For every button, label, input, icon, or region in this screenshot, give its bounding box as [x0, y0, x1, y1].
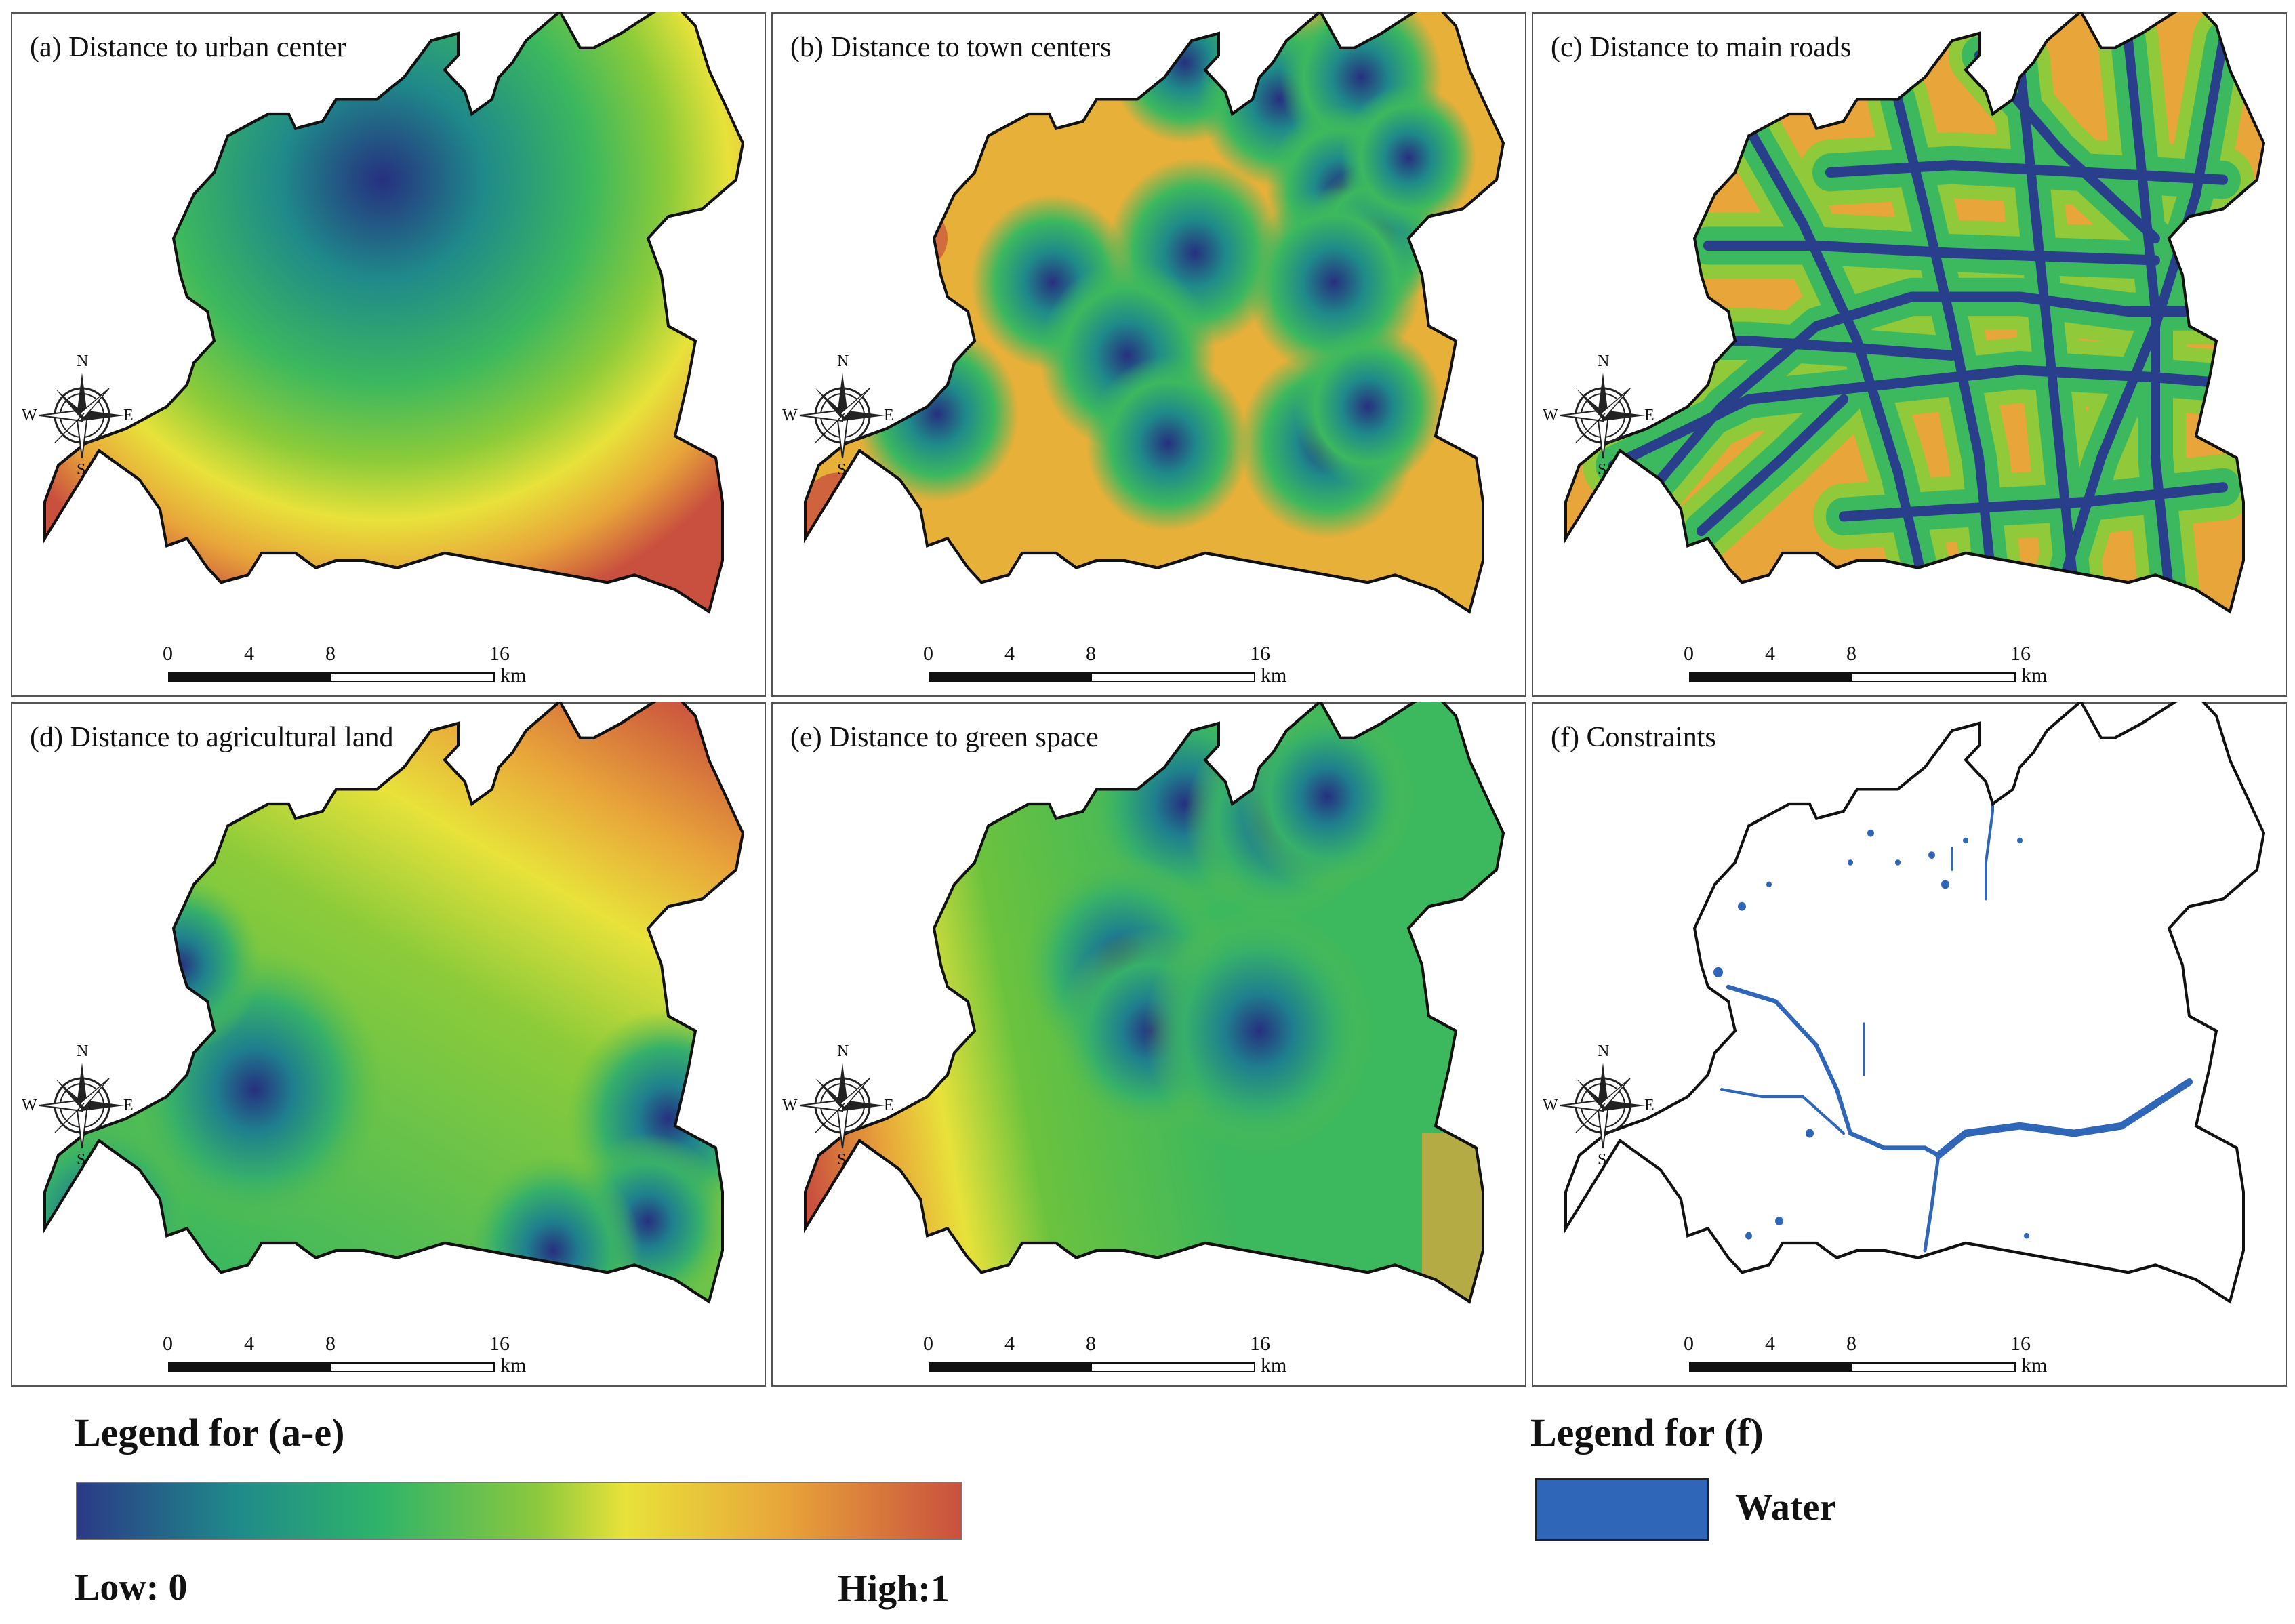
panel-title: (d) Distance to agricultural land	[30, 722, 394, 753]
map-green-space	[771, 702, 1526, 1387]
scale-tick-label: 0	[1684, 643, 1694, 665]
scale-tick-label: 0	[923, 1333, 933, 1355]
scale-unit-label: km	[500, 1354, 527, 1377]
compass-n-label: N	[837, 352, 849, 370]
scale-tick-label: 16	[489, 643, 510, 665]
compass-s-label: S	[77, 461, 86, 479]
scale-tick-label: 4	[1765, 1333, 1775, 1355]
legend-ae-colorbar	[76, 1482, 962, 1540]
scale-bar	[929, 1362, 1255, 1372]
scale-bar	[1689, 672, 2016, 682]
compass-e-label: E	[1644, 407, 1654, 424]
scale-tick-label: 4	[244, 643, 254, 665]
map-urban-center	[11, 12, 766, 697]
scale-tick-label: 16	[2010, 1333, 2031, 1355]
map-constraints	[1532, 702, 2287, 1387]
compass-icon	[1560, 373, 1646, 459]
map-town-centers	[771, 12, 1526, 697]
panel-title: (e) Distance to green space	[790, 722, 1099, 753]
compass-w-label: W	[1543, 407, 1558, 424]
scale-tick-label: 8	[325, 1333, 336, 1355]
panel-title: (a) Distance to urban center	[30, 32, 346, 63]
compass-w-label: W	[22, 1097, 37, 1114]
scale-bar	[1689, 1362, 2016, 1372]
compass-n-label: N	[77, 1042, 89, 1060]
panel-title: (c) Distance to main roads	[1551, 32, 1852, 63]
panel-title: (f) Constraints	[1551, 722, 1716, 753]
legend-f-water-swatch	[1535, 1478, 1709, 1541]
legend-f-title: Legend for (f)	[1530, 1410, 1764, 1455]
compass-e-label: E	[884, 407, 894, 424]
compass-n-label: N	[837, 1042, 849, 1060]
scale-tick-label: 4	[1765, 643, 1775, 665]
compass-s-label: S	[1598, 461, 1607, 479]
compass-n-label: N	[1598, 1042, 1610, 1060]
scale-bar	[168, 1362, 495, 1372]
compass-s-label: S	[837, 1151, 847, 1169]
scale-bar	[168, 672, 495, 682]
scale-tick-label: 0	[163, 1333, 173, 1355]
scale-tick-label: 0	[923, 643, 933, 665]
compass-icon	[39, 1063, 125, 1149]
scale-tick-label: 16	[1250, 1333, 1270, 1355]
legend-ae-title: Legend for (a-e)	[75, 1410, 345, 1455]
scale-unit-label: km	[2021, 664, 2048, 687]
legend-ae-high: High:1	[838, 1568, 950, 1610]
scale-tick-label: 4	[244, 1333, 254, 1355]
compass-e-label: E	[123, 1097, 134, 1114]
map-main-roads	[1532, 12, 2287, 697]
compass-w-label: W	[782, 407, 798, 424]
compass-e-label: E	[123, 407, 134, 424]
scale-unit-label: km	[500, 664, 527, 687]
compass-n-label: N	[77, 352, 89, 370]
compass-w-label: W	[22, 407, 37, 424]
scale-tick-label: 0	[1684, 1333, 1694, 1355]
compass-icon	[1560, 1063, 1646, 1149]
compass-e-label: E	[1644, 1097, 1654, 1114]
compass-s-label: S	[837, 461, 847, 479]
scale-tick-label: 0	[163, 643, 173, 665]
compass-icon	[39, 373, 125, 459]
scale-tick-label: 16	[1250, 643, 1270, 665]
compass-w-label: W	[1543, 1097, 1558, 1114]
compass-w-label: W	[782, 1097, 798, 1114]
compass-n-label: N	[1598, 352, 1610, 370]
compass-s-label: S	[77, 1151, 86, 1169]
compass-icon	[799, 373, 885, 459]
scale-tick-label: 4	[1004, 1333, 1015, 1355]
legend-ae-low: Low: 0	[75, 1566, 188, 1608]
scale-unit-label: km	[1261, 1354, 1287, 1377]
scale-tick-label: 16	[2010, 643, 2031, 665]
scale-tick-label: 16	[489, 1333, 510, 1355]
scale-tick-label: 8	[325, 643, 336, 665]
scale-unit-label: km	[2021, 1354, 2048, 1377]
scale-tick-label: 8	[1086, 643, 1096, 665]
scale-tick-label: 8	[1846, 643, 1856, 665]
scale-unit-label: km	[1261, 664, 1287, 687]
map-agricultural-land	[11, 702, 766, 1387]
scale-bar	[929, 672, 1255, 682]
scale-tick-label: 8	[1846, 1333, 1856, 1355]
legend-f-water-label: Water	[1735, 1486, 1837, 1528]
scale-tick-label: 8	[1086, 1333, 1096, 1355]
compass-s-label: S	[1598, 1151, 1607, 1169]
panel-title: (b) Distance to town centers	[790, 32, 1112, 63]
compass-icon	[799, 1063, 885, 1149]
scale-tick-label: 4	[1004, 643, 1015, 665]
compass-e-label: E	[884, 1097, 894, 1114]
